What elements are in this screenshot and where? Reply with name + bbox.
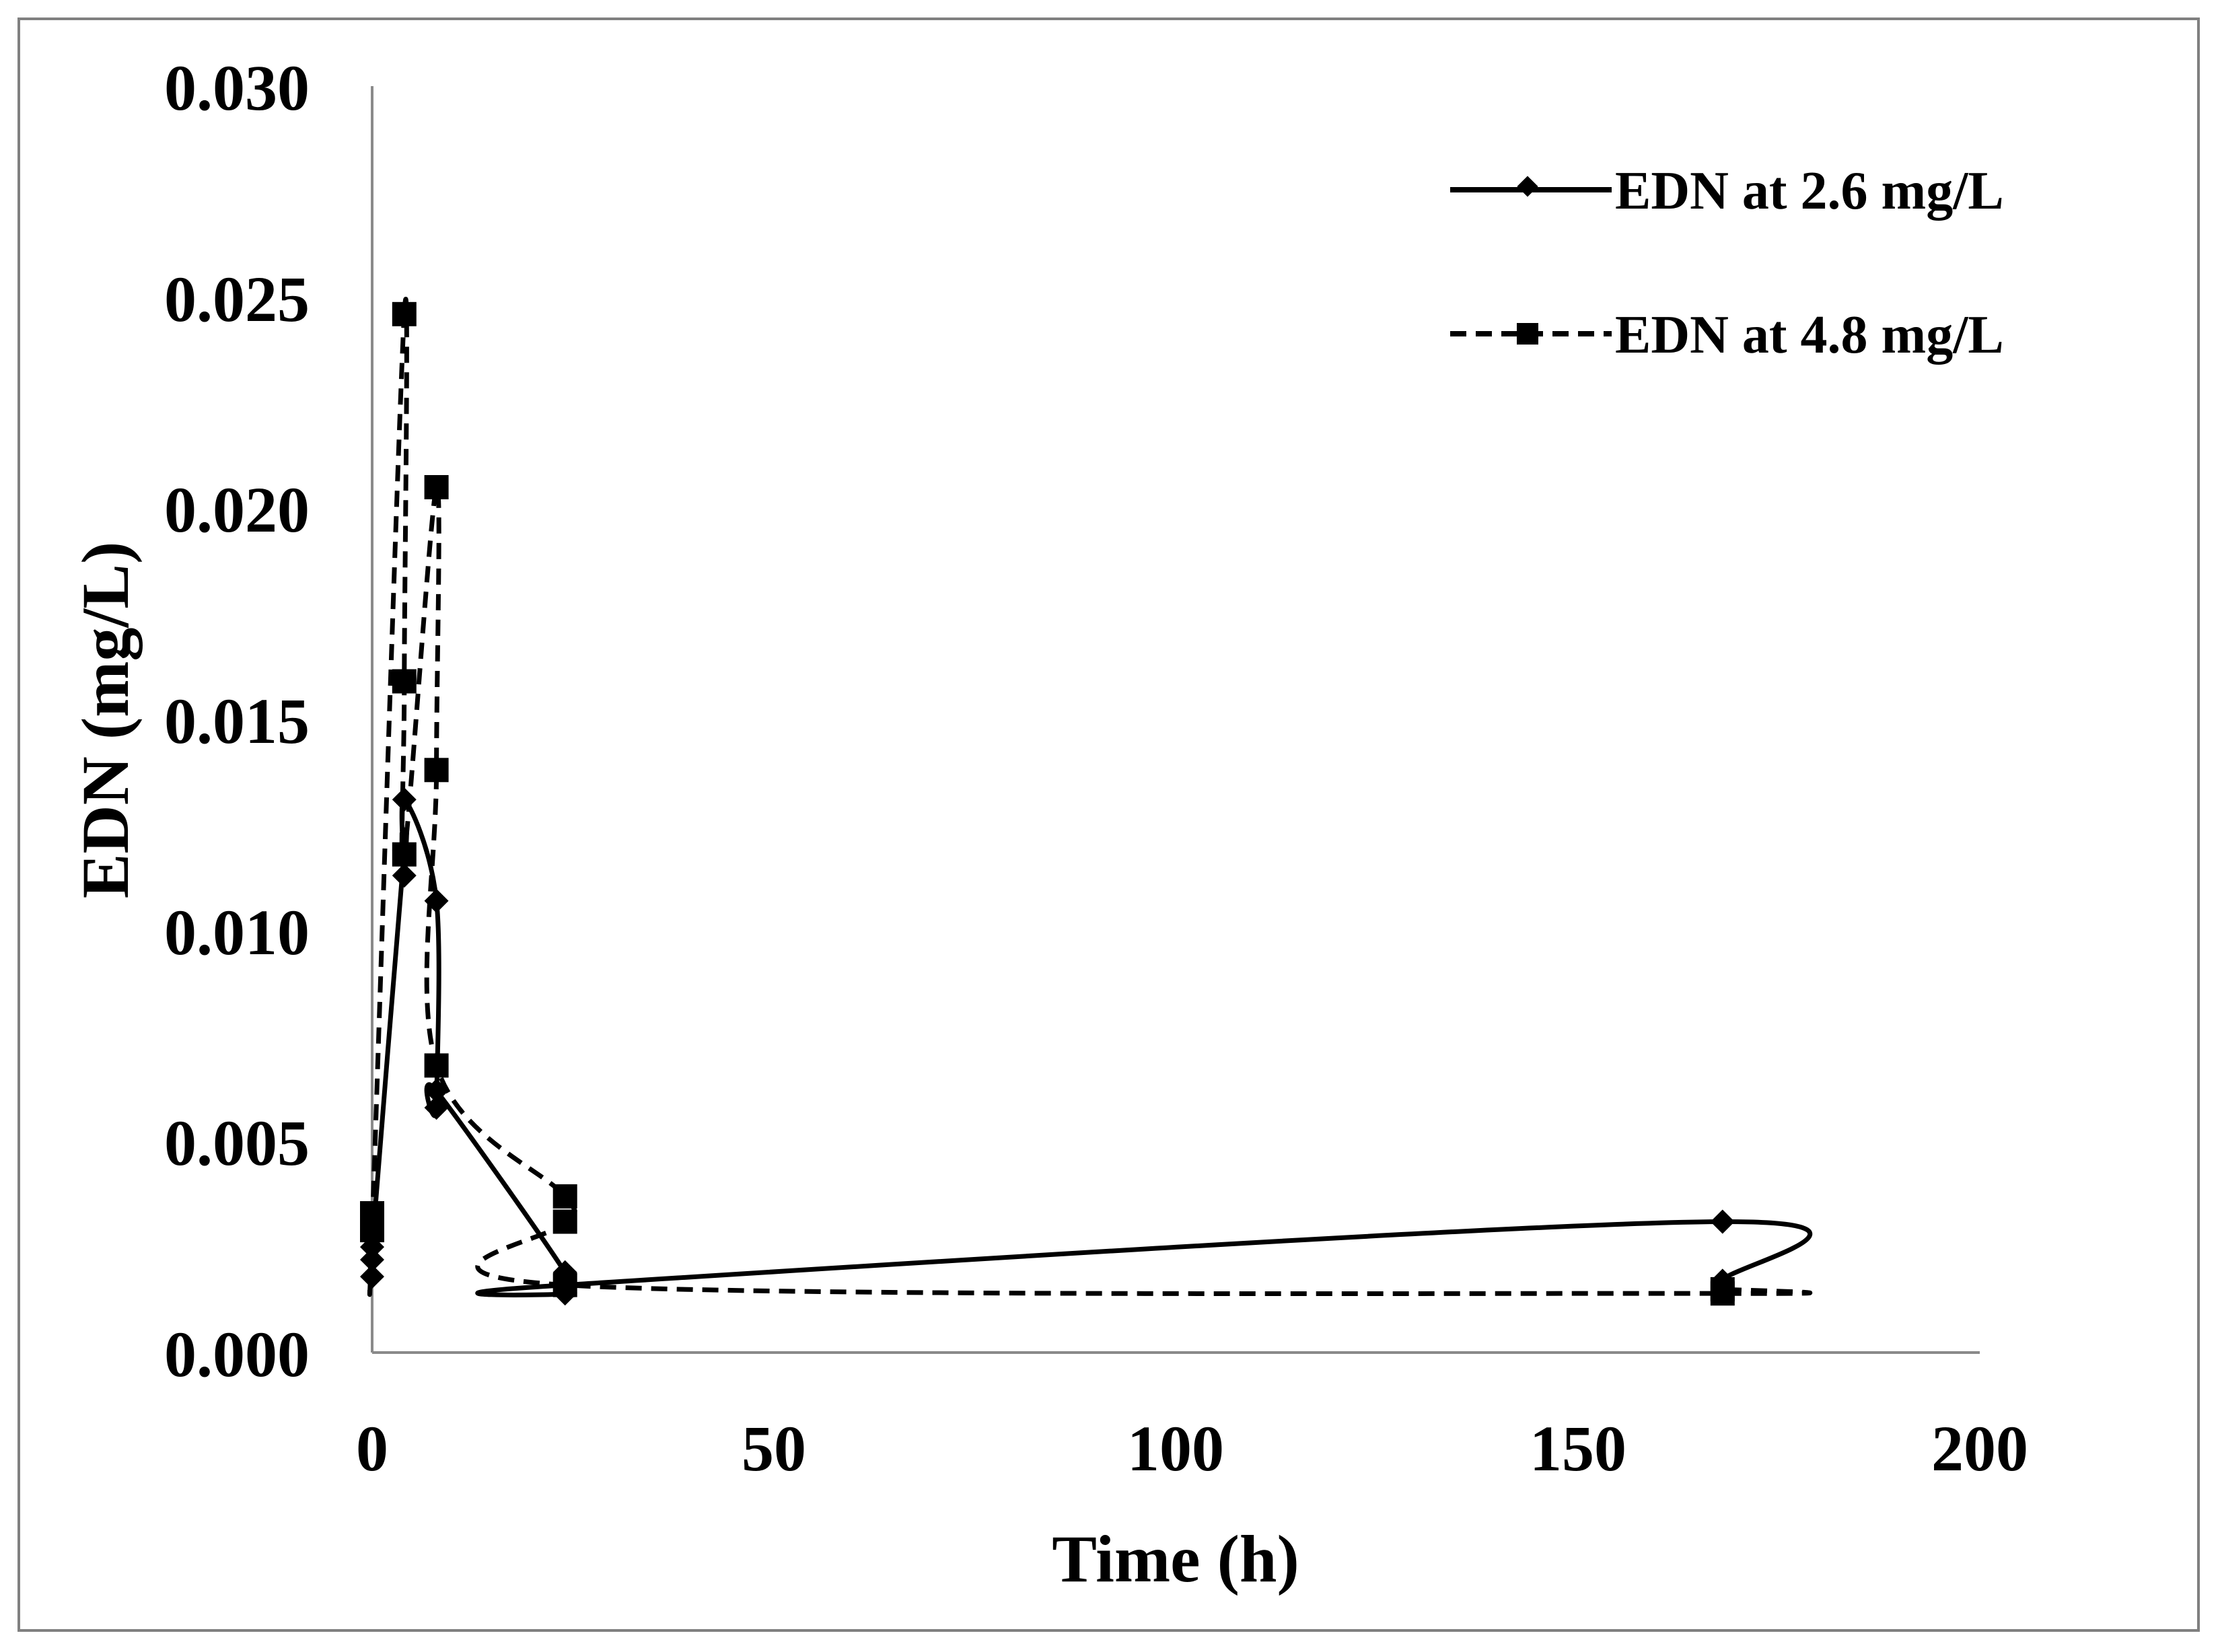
square-marker bbox=[392, 669, 417, 694]
y-tick-label: 0.000 bbox=[164, 1318, 310, 1390]
square-marker bbox=[552, 1184, 577, 1209]
x-tick-label: 150 bbox=[1530, 1412, 1626, 1484]
x-tick-label: 100 bbox=[1127, 1412, 1224, 1484]
axes bbox=[371, 86, 1980, 1354]
legend-entry-edn-4-8: EDN at 4.8 mg/L bbox=[1450, 306, 2004, 365]
legend-diamond-marker bbox=[1517, 176, 1538, 197]
y-tick-label: 0.020 bbox=[164, 474, 310, 546]
x-tick-labels: 0 50 100 150 200 bbox=[356, 1412, 2028, 1484]
diamond-marker bbox=[424, 1096, 449, 1120]
x-tick-label: 0 bbox=[356, 1412, 388, 1484]
square-marker bbox=[360, 1218, 384, 1243]
y-tick-label: 0.010 bbox=[164, 896, 310, 968]
square-marker bbox=[392, 842, 417, 867]
diamond-marker bbox=[1710, 1209, 1735, 1234]
legend-label: EDN at 4.8 mg/L bbox=[1615, 306, 2004, 365]
square-marker bbox=[392, 301, 417, 326]
x-axis-title: Time (h) bbox=[1052, 1521, 1299, 1596]
series-2 bbox=[360, 297, 1813, 1306]
chart-frame bbox=[17, 17, 2200, 1632]
legend-label: EDN at 2.6 mg/L bbox=[1615, 161, 2004, 221]
y-tick-label: 0.030 bbox=[164, 52, 310, 124]
y-tick-label: 0.005 bbox=[164, 1107, 310, 1179]
square-marker bbox=[1710, 1277, 1735, 1301]
x-tick-label: 50 bbox=[742, 1412, 806, 1484]
square-marker bbox=[552, 1209, 577, 1234]
series-line bbox=[367, 797, 1813, 1298]
square-marker bbox=[424, 1053, 449, 1078]
x-tick-label: 200 bbox=[1931, 1412, 2028, 1484]
legend: EDN at 2.6 mg/L EDN at 4.8 mg/L bbox=[1450, 161, 2004, 365]
series-line bbox=[367, 297, 1813, 1297]
square-marker bbox=[552, 1272, 577, 1297]
diamond-marker bbox=[392, 863, 417, 888]
y-axis-title: EDN (mg/L) bbox=[68, 542, 143, 899]
square-marker bbox=[424, 475, 449, 499]
y-tick-labels: 0.000 0.005 0.010 0.015 0.020 0.025 0.03… bbox=[164, 52, 310, 1390]
series-layer bbox=[360, 297, 1813, 1306]
y-tick-label: 0.025 bbox=[164, 263, 310, 335]
legend-entry-edn-2-6: EDN at 2.6 mg/L bbox=[1450, 161, 2004, 221]
series-1 bbox=[360, 787, 1813, 1306]
square-marker bbox=[424, 758, 449, 783]
y-tick-label: 0.015 bbox=[164, 685, 310, 757]
legend-square-marker bbox=[1517, 323, 1538, 345]
